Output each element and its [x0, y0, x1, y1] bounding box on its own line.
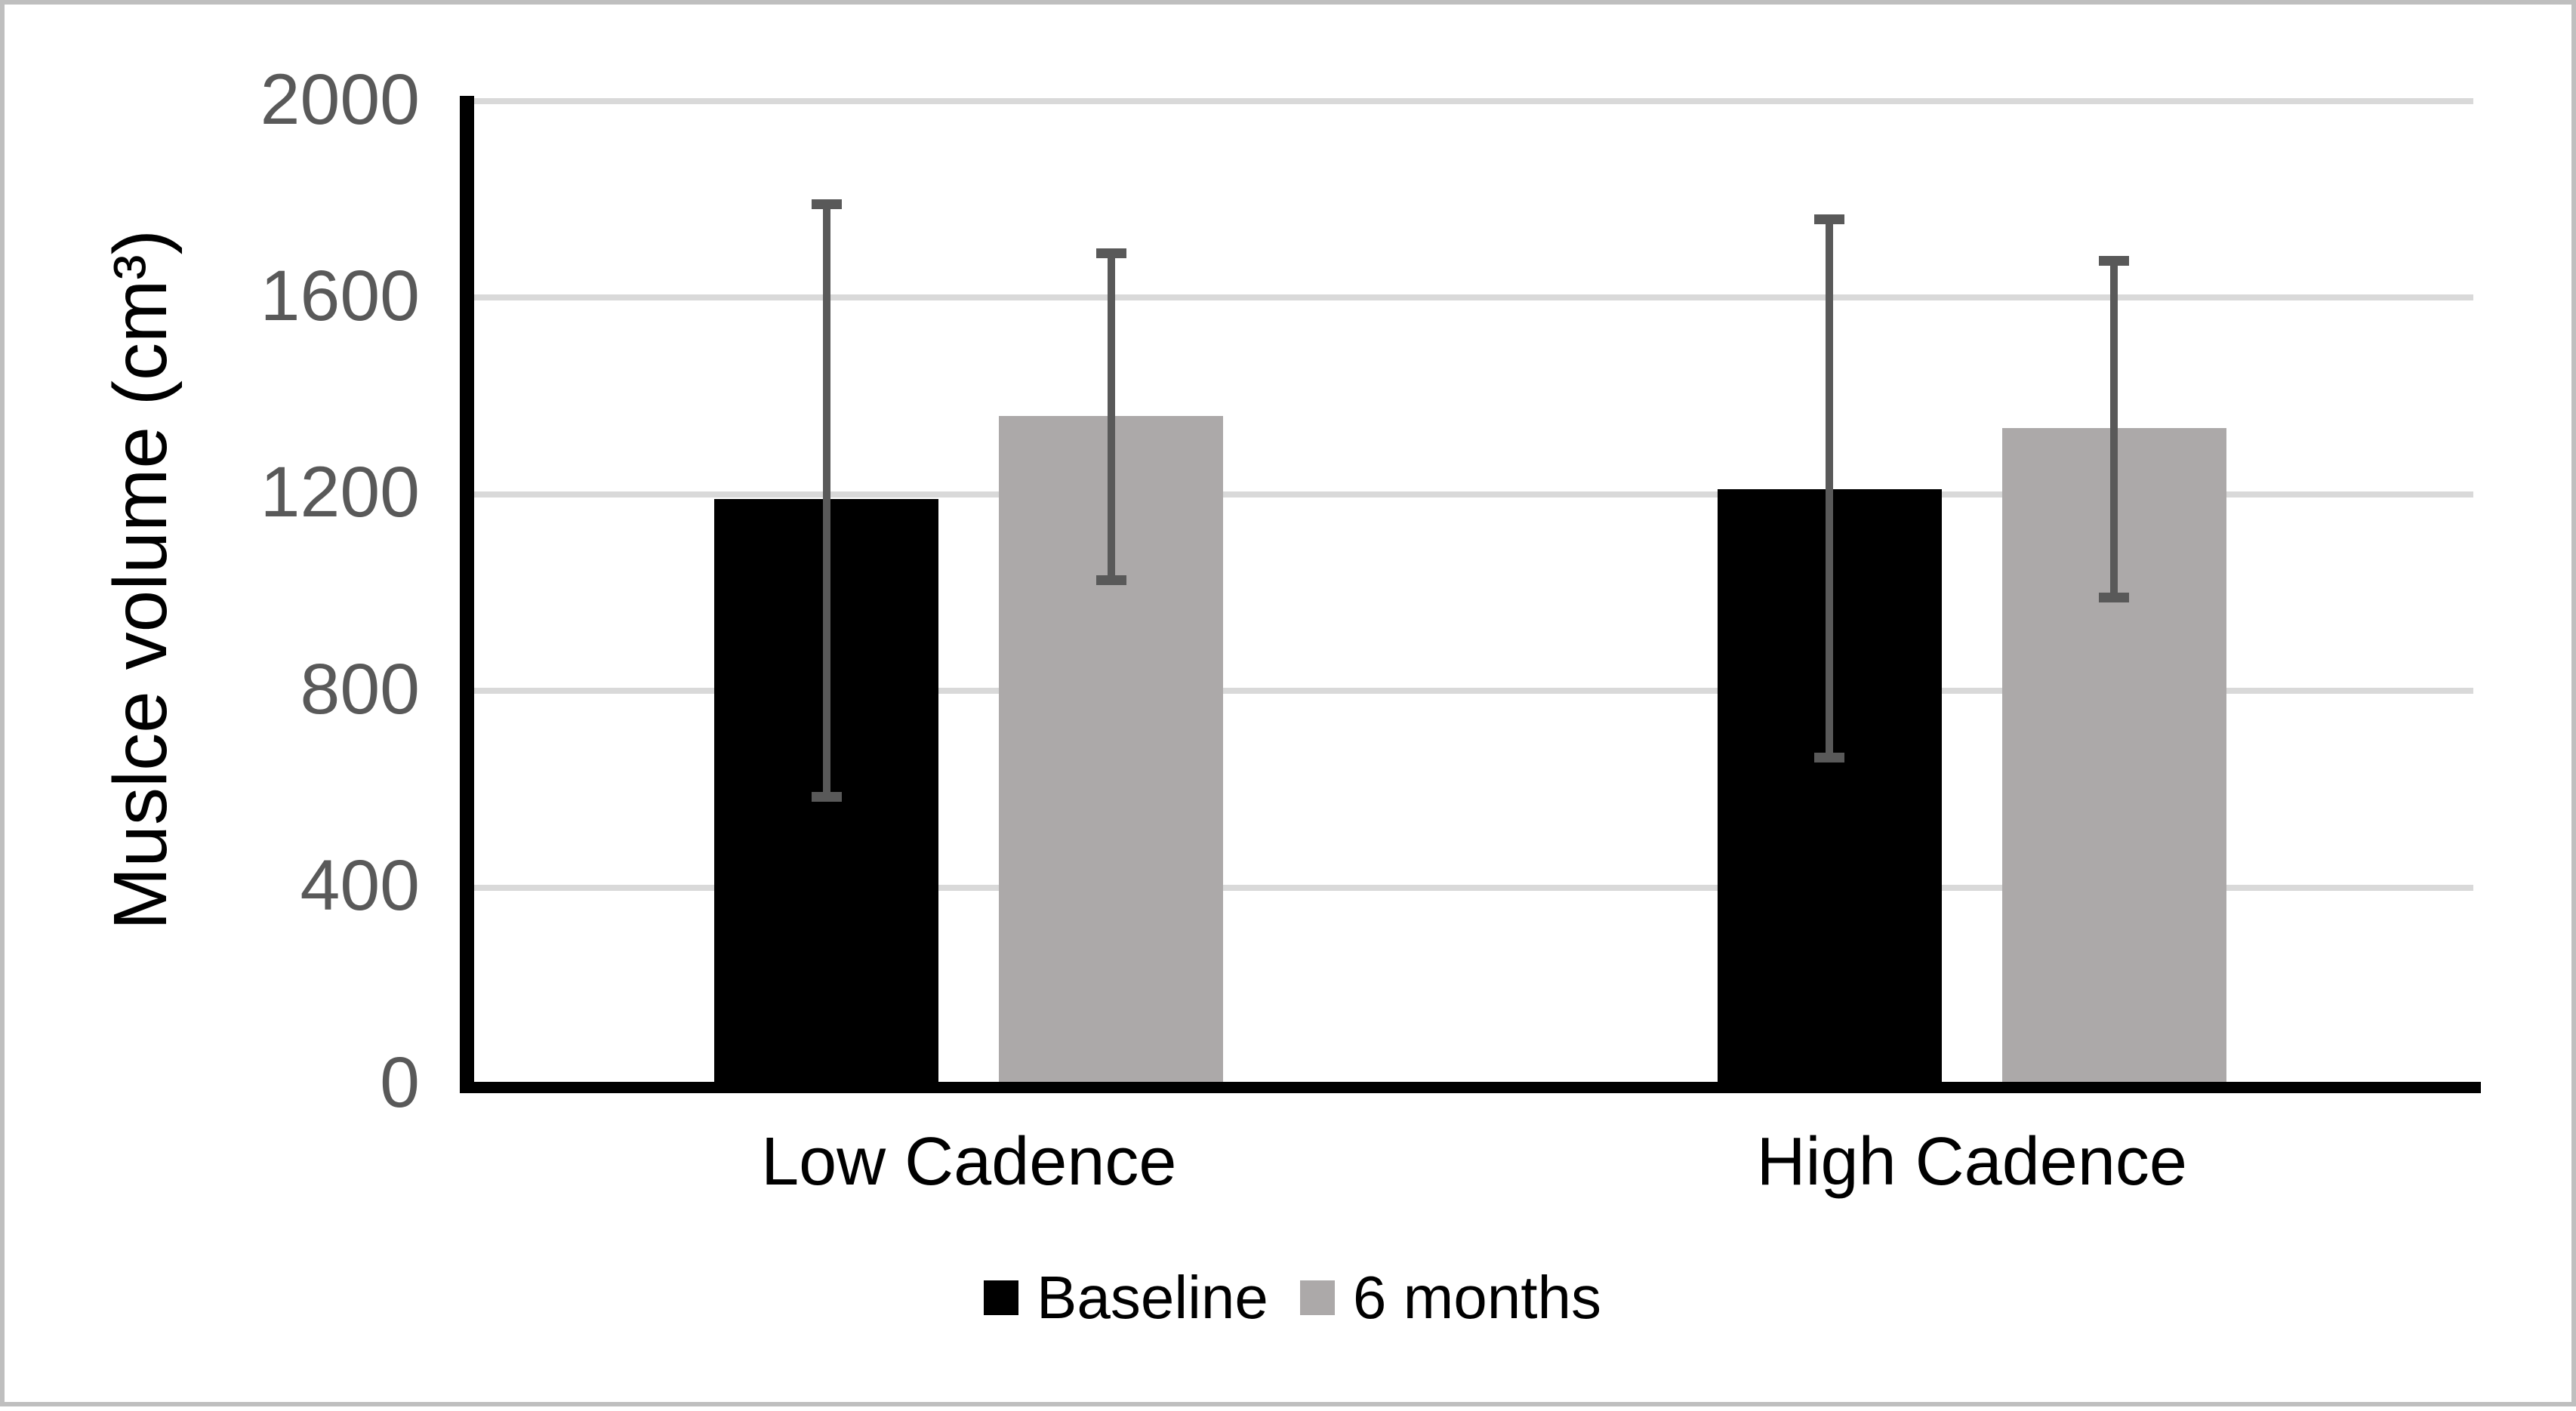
- baseline-swatch-icon: [984, 1280, 1019, 1315]
- y-tick-label: 400: [300, 846, 420, 926]
- error-bar-cap: [811, 199, 842, 210]
- gridline: [467, 884, 2473, 891]
- y-tick-label: 1600: [260, 256, 420, 336]
- legend: Baseline 6 months: [5, 1264, 2576, 1332]
- legend-label-baseline: Baseline: [1037, 1264, 1268, 1331]
- error-bar-cap: [1095, 575, 1126, 586]
- y-tick-label: 1200: [260, 452, 420, 533]
- error-bar-cap: [1095, 248, 1126, 259]
- y-axis-line: [460, 96, 474, 1093]
- six-months-swatch-icon: [1299, 1280, 1335, 1315]
- error-bar-cap: [2099, 593, 2130, 602]
- gridline: [467, 688, 2473, 695]
- legend-item-6-months: 6 months: [1299, 1264, 1601, 1331]
- legend-label-6-months: 6 months: [1352, 1264, 1601, 1331]
- gridline: [467, 98, 2473, 104]
- y-tick-label: 0: [380, 1042, 420, 1123]
- y-tick-label: 800: [300, 649, 420, 729]
- x-axis-line: [460, 1082, 2481, 1093]
- category-label-low-cadence: Low Cadence: [761, 1124, 1177, 1200]
- legend-item-baseline: Baseline: [984, 1268, 1268, 1328]
- gridline: [467, 491, 2473, 498]
- error-bar-line: [2110, 260, 2118, 598]
- gridline: [467, 294, 2473, 301]
- plot-area: 0 400 800 1200 1600 2000 Low Cadence Hig…: [5, 5, 2576, 1411]
- error-bar-line: [822, 204, 830, 797]
- error-bar-cap: [1814, 752, 1845, 762]
- category-label-high-cadence: High Cadence: [1756, 1124, 2187, 1200]
- error-bar-cap: [2099, 256, 2130, 266]
- error-bar-cap: [1814, 214, 1845, 224]
- error-bar-line: [1107, 253, 1115, 581]
- error-bar-line: [1826, 219, 1834, 758]
- y-tick-label: 2000: [260, 59, 420, 140]
- error-bar-cap: [811, 791, 842, 802]
